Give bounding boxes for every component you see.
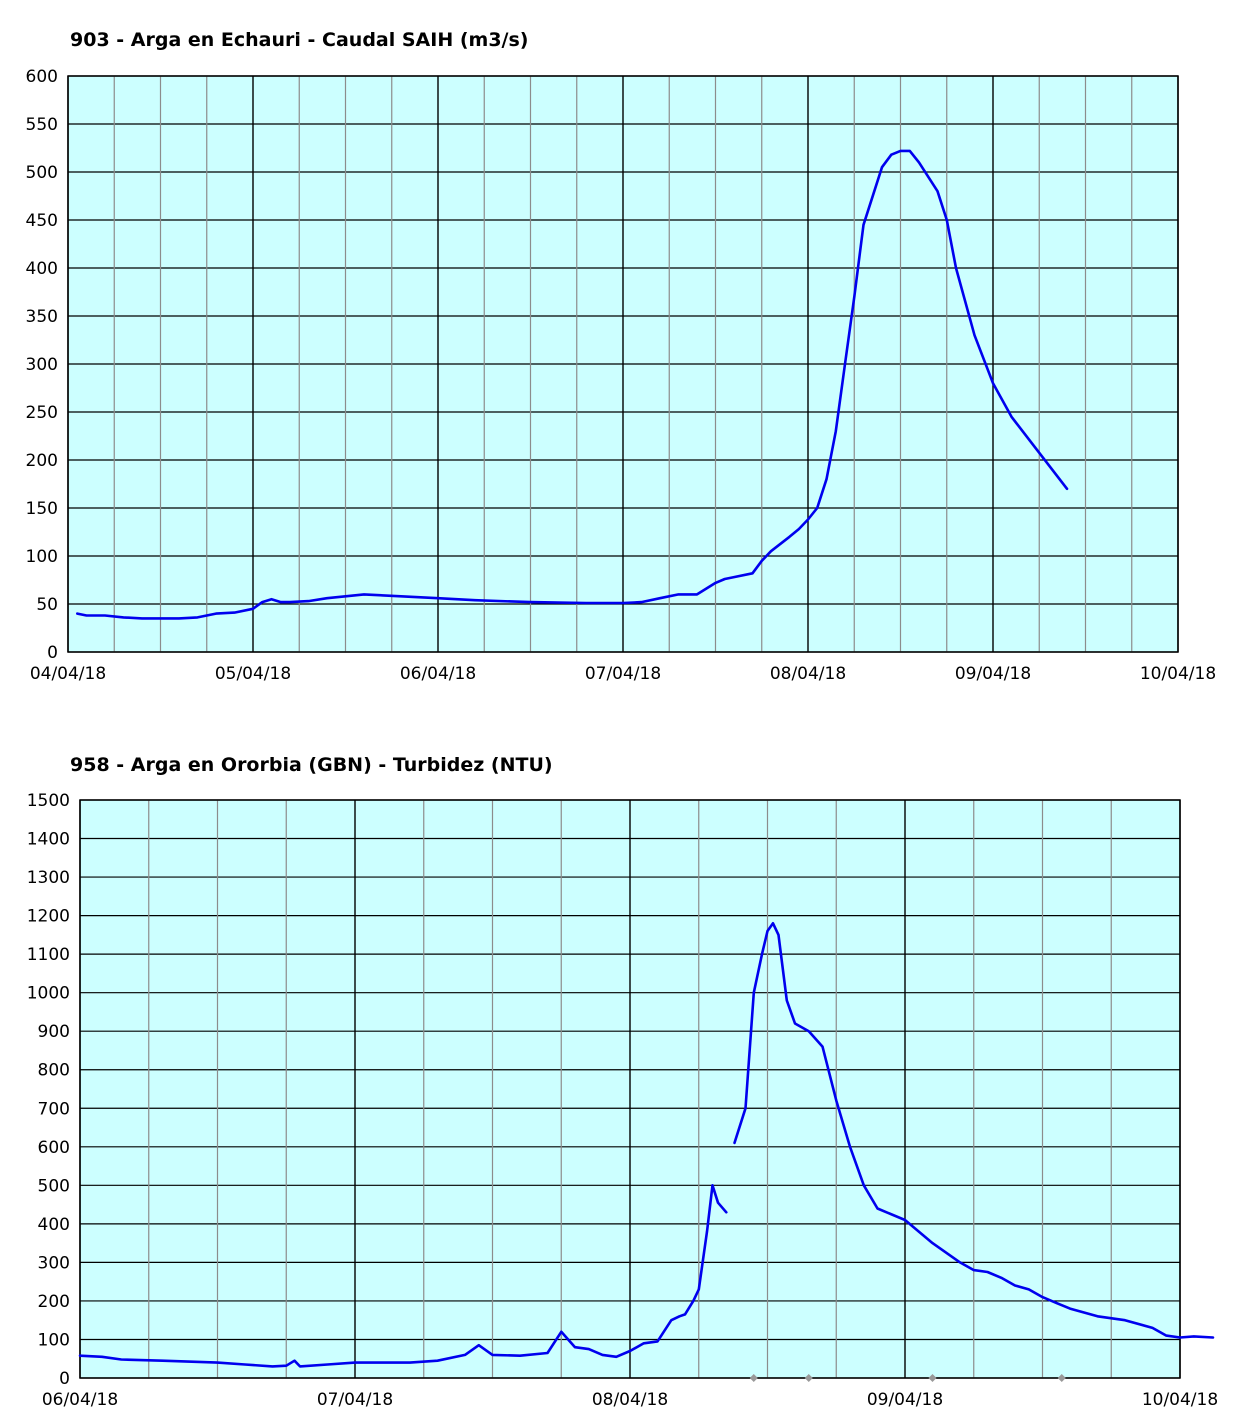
- y-tick-label: 300: [26, 355, 58, 375]
- y-tick-label: 1500: [27, 791, 70, 811]
- y-tick-label: 900: [38, 1022, 70, 1042]
- y-tick-label: 100: [38, 1330, 70, 1350]
- y-tick-label: 400: [26, 259, 58, 279]
- x-tick-label: 07/04/18: [585, 664, 661, 684]
- y-tick-label: 400: [38, 1215, 70, 1235]
- caudal-chart: 903 - Arga en Echauri - Caudal SAIH (m3/…: [0, 0, 1251, 700]
- y-tick-label: 0: [47, 643, 58, 663]
- x-tick-label: 08/04/18: [592, 1390, 668, 1410]
- chart-title: 903 - Arga en Echauri - Caudal SAIH (m3/…: [70, 29, 529, 51]
- x-tick-label: 05/04/18: [215, 664, 291, 684]
- y-tick-label: 450: [26, 211, 58, 231]
- y-tick-label: 200: [38, 1292, 70, 1312]
- plot-frame: [79, 799, 1181, 1379]
- y-tick-label: 1400: [27, 830, 70, 850]
- series-line: [76, 149, 1069, 620]
- caudal-plot: 0 50 100 150 200 250 300 350 400 450 500 550 600 04/0…: [26, 67, 1217, 684]
- y-tick-label: 150: [26, 499, 58, 519]
- x-tick-label: 07/04/18: [317, 1390, 393, 1410]
- y-tick-label: 1000: [27, 984, 70, 1004]
- x-tick-label: 08/04/18: [770, 664, 846, 684]
- x-tick-label: 09/04/18: [867, 1390, 943, 1410]
- series-line: [733, 922, 1215, 1339]
- y-tick-label: 600: [26, 67, 58, 87]
- plot-frame: [67, 75, 1179, 653]
- y-tick-label: 100: [26, 547, 58, 567]
- x-tick-label: 04/04/18: [30, 664, 106, 684]
- y-tick-label: 0: [59, 1369, 70, 1389]
- y-tick-label: 250: [26, 403, 58, 423]
- y-tick-label: 50: [36, 595, 58, 615]
- y-tick-label: 1300: [27, 868, 70, 888]
- baseline-marker: [1057, 1374, 1066, 1382]
- y-tick-label: 600: [38, 1138, 70, 1158]
- y-tick-label: 550: [26, 115, 58, 135]
- baseline-marker: [928, 1374, 937, 1382]
- x-tick-label: 09/04/18: [955, 664, 1031, 684]
- series-line: [78, 1183, 728, 1368]
- y-tick-label: 350: [26, 307, 58, 327]
- y-tick-label: 200: [26, 451, 58, 471]
- y-tick-label: 700: [38, 1099, 70, 1119]
- x-tick-label: 06/04/18: [42, 1390, 118, 1410]
- y-tick-label: 800: [38, 1061, 70, 1081]
- baseline-marker: [749, 1374, 758, 1382]
- y-tick-label: 1200: [27, 907, 70, 927]
- y-tick-label: 500: [26, 163, 58, 183]
- x-tick-label: 10/04/18: [1140, 664, 1216, 684]
- turbidez-chart: 958 - Arga en Ororbia (GBN) - Turbidez (…: [0, 718, 1251, 1420]
- y-tick-label: 1100: [27, 945, 70, 965]
- turbidez-plot: 0 100 200 300 400 500 600 700 800 900 1000 1100 1200…: [27, 791, 1218, 1410]
- baseline-marker: [804, 1374, 813, 1382]
- x-tick-label: 10/04/18: [1142, 1390, 1218, 1410]
- chart-title: 958 - Arga en Ororbia (GBN) - Turbidez (…: [70, 754, 553, 776]
- y-tick-label: 500: [38, 1176, 70, 1196]
- y-tick-label: 300: [38, 1253, 70, 1273]
- x-tick-label: 06/04/18: [400, 664, 476, 684]
